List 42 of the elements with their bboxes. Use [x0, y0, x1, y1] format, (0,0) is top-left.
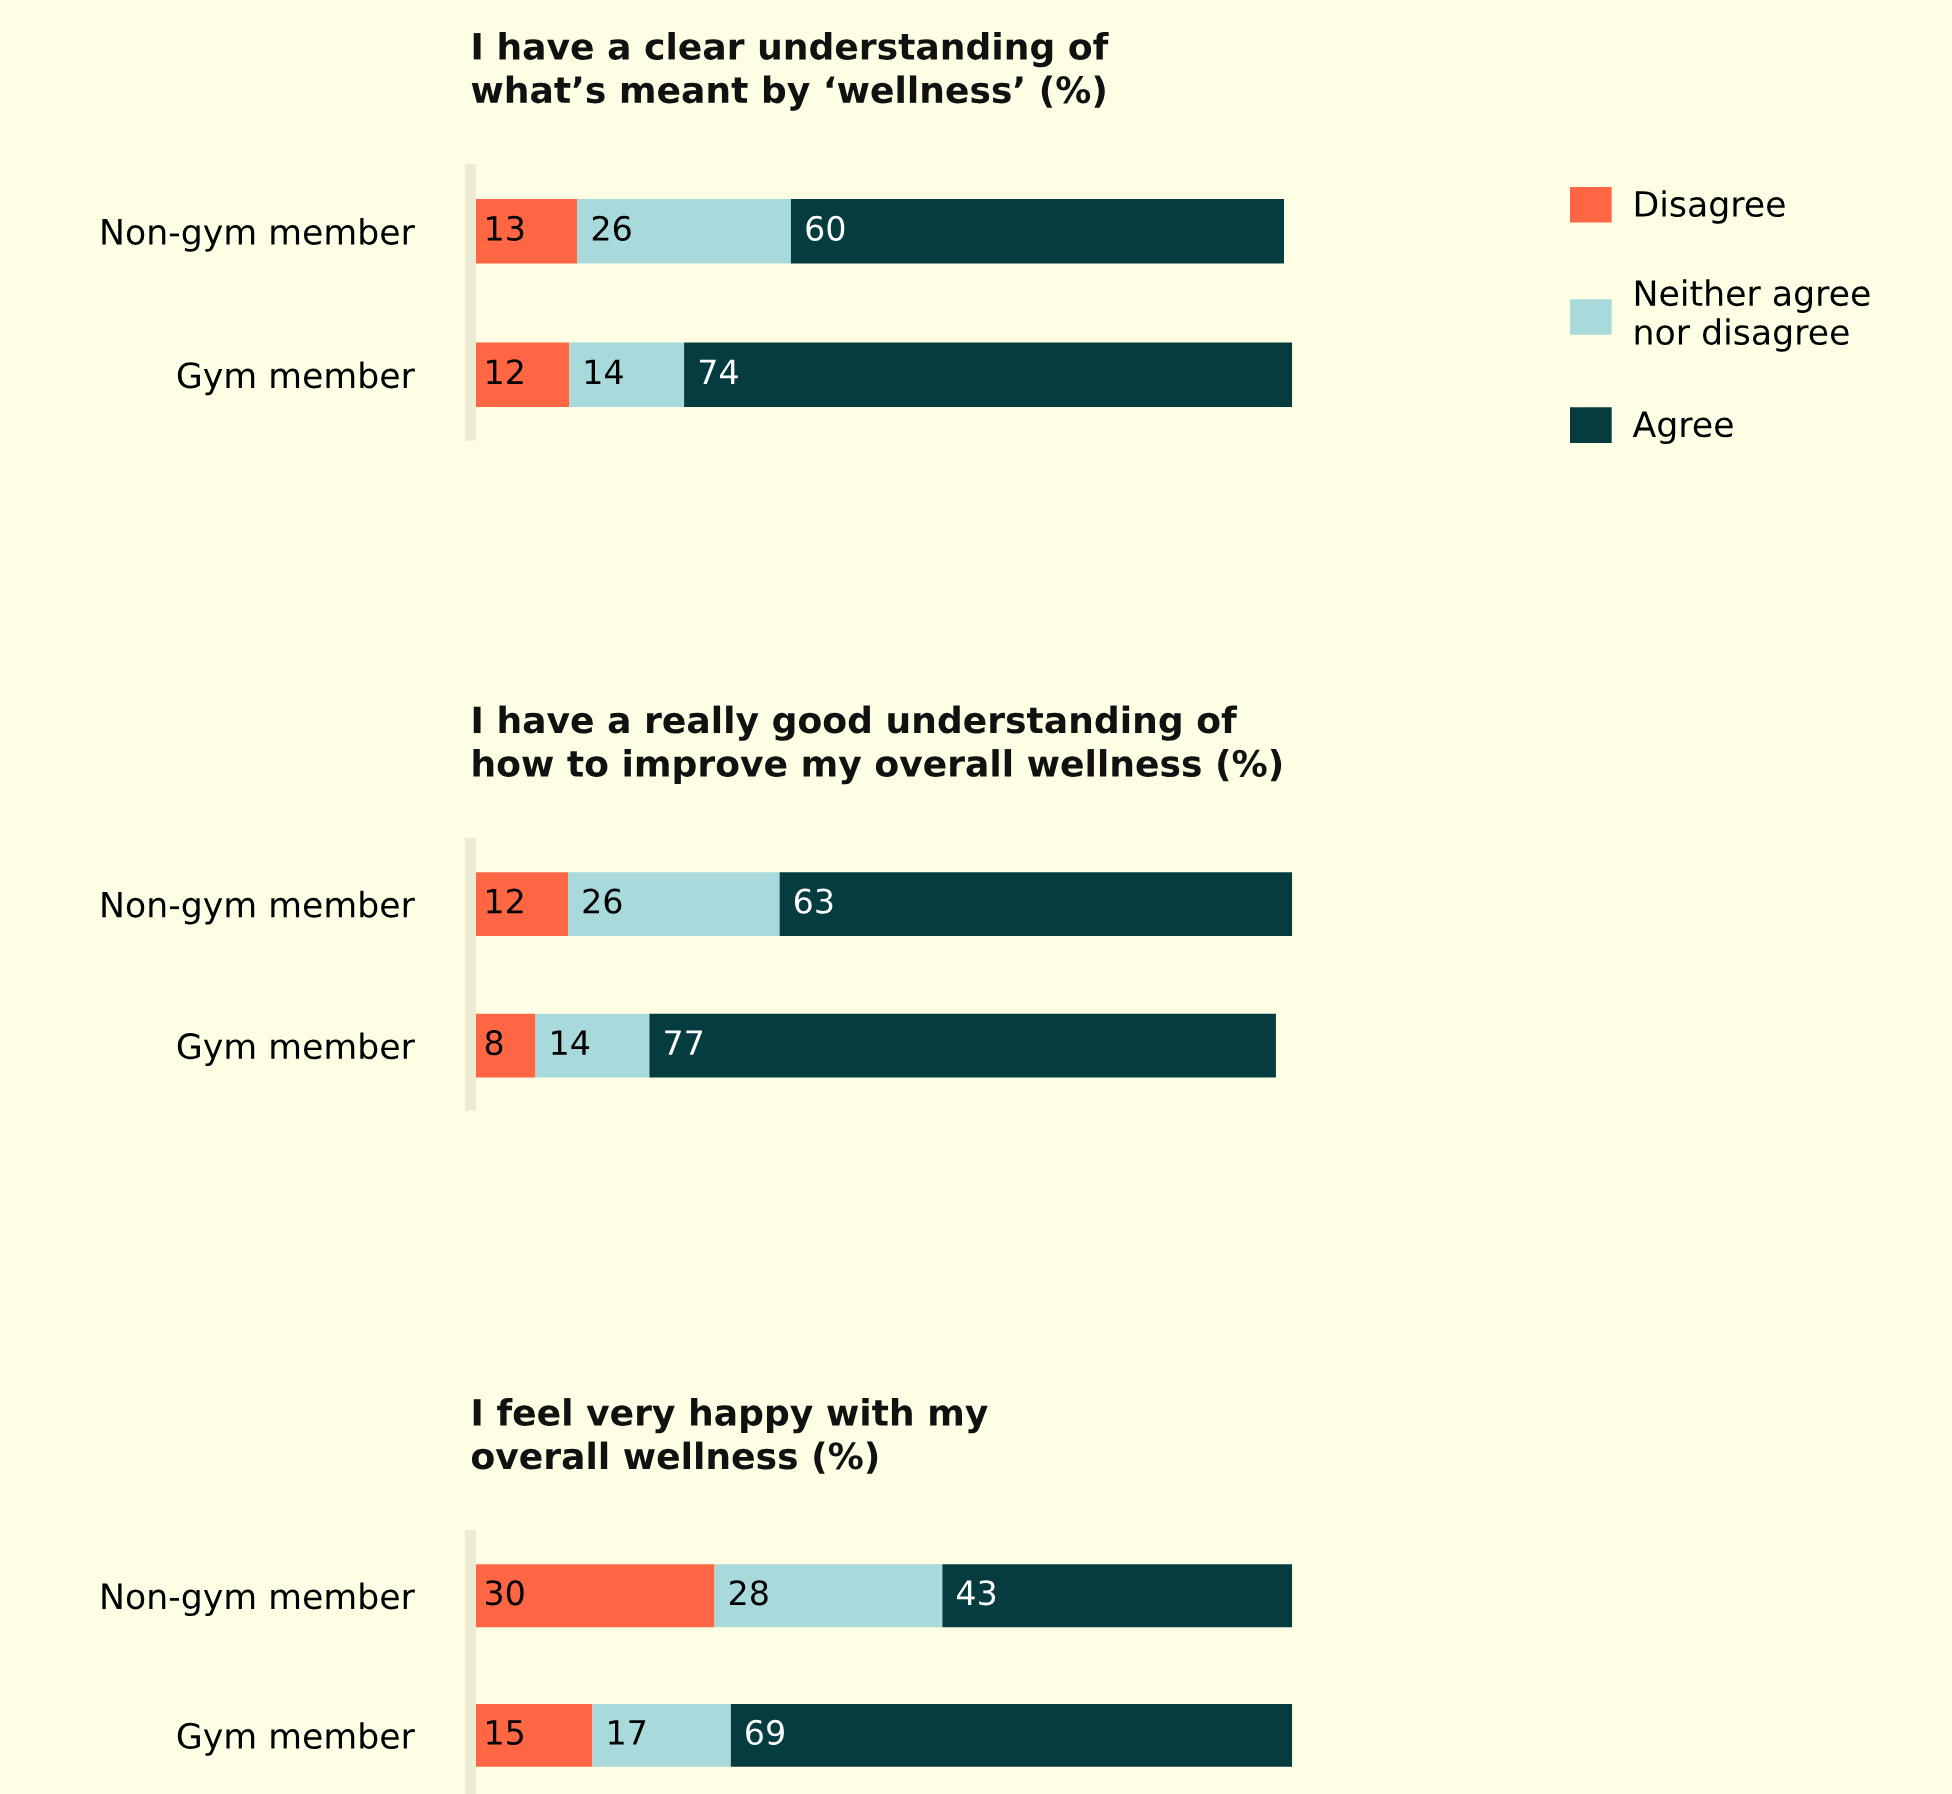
data-label: 28 — [729, 1580, 768, 1606]
data-label: 43 — [957, 1580, 996, 1606]
legend-label: Disagree — [1635, 190, 1785, 224]
data-label: 77 — [665, 1030, 703, 1055]
bar — [779, 872, 1293, 936]
bar — [790, 198, 1285, 264]
bar — [714, 1564, 943, 1628]
bar — [730, 1703, 1293, 1767]
data-label: 17 — [609, 1720, 646, 1745]
y-tick-label: Non-gym member — [102, 218, 415, 252]
data-label: 60 — [806, 215, 845, 241]
data-label: 26 — [583, 888, 622, 914]
data-label: 69 — [746, 1719, 784, 1746]
y-tick-label: Gym member — [177, 1032, 415, 1067]
bar — [568, 872, 780, 936]
data-label: 8 — [485, 1030, 503, 1056]
y-tick-label: Non-gym member — [102, 890, 415, 925]
data-label: 26 — [592, 215, 631, 241]
chart-title: I feel very happy with my overall wellness (%) — [471, 1398, 988, 1474]
data-label: 15 — [487, 1720, 523, 1746]
bar — [649, 1013, 1276, 1078]
data-label: 14 — [585, 359, 623, 384]
data-label: 74 — [699, 359, 738, 384]
y-tick-label: Gym member — [177, 361, 415, 396]
bar — [535, 1013, 650, 1078]
legend-label: Neither agree nor disagree — [1635, 279, 1870, 352]
data-label: 14 — [552, 1030, 590, 1055]
y-tick-label: Gym member — [177, 1722, 415, 1756]
y-tick-label: Non-gym member — [102, 1582, 415, 1617]
bar — [592, 1703, 731, 1767]
bar — [942, 1564, 1293, 1628]
data-label: 12 — [487, 359, 523, 384]
bar — [577, 198, 791, 264]
data-label: 13 — [487, 215, 524, 241]
data-label: 30 — [485, 1580, 524, 1606]
data-label: 12 — [487, 888, 523, 914]
bar — [569, 342, 685, 408]
chart-title: I have a clear understanding of what’s meant by ‘wellness’ (%) — [471, 31, 1109, 111]
data-label: 63 — [794, 888, 833, 914]
chart-title: I have a really good understanding of how to improve my overall wellness (%) — [473, 705, 1282, 785]
bar — [684, 342, 1293, 408]
legend-label: Agree — [1632, 411, 1733, 445]
